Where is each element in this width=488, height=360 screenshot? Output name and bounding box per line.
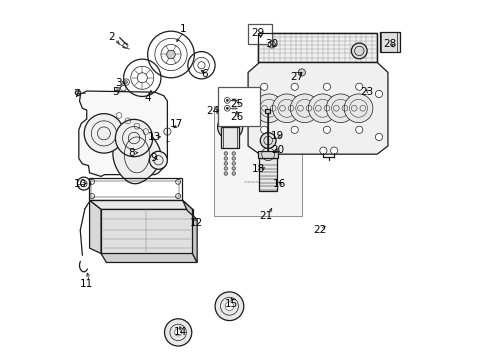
Text: 6: 6: [202, 69, 208, 79]
Text: 19: 19: [270, 131, 284, 141]
Text: 30: 30: [264, 40, 277, 49]
Bar: [91, 181, 179, 197]
Circle shape: [260, 133, 276, 148]
Circle shape: [149, 151, 167, 169]
Polygon shape: [101, 210, 192, 253]
Text: 29: 29: [251, 28, 264, 38]
Circle shape: [117, 87, 120, 90]
Text: 24: 24: [206, 106, 219, 116]
Circle shape: [375, 134, 382, 140]
Polygon shape: [247, 62, 387, 154]
Circle shape: [323, 83, 330, 90]
Text: 14: 14: [173, 327, 186, 337]
Bar: [258, 158, 277, 191]
Circle shape: [224, 152, 227, 155]
Circle shape: [224, 302, 233, 311]
Circle shape: [174, 329, 182, 336]
Circle shape: [355, 126, 362, 134]
Text: 10: 10: [74, 179, 87, 189]
Circle shape: [330, 147, 337, 154]
Circle shape: [260, 83, 267, 90]
Circle shape: [290, 83, 298, 90]
Text: 20: 20: [270, 145, 284, 155]
Bar: [217, 87, 260, 126]
Circle shape: [226, 99, 228, 102]
Circle shape: [217, 114, 242, 139]
Text: 9: 9: [150, 153, 157, 163]
Circle shape: [115, 120, 152, 157]
Text: 11: 11: [80, 279, 93, 289]
Circle shape: [224, 172, 227, 175]
Circle shape: [267, 41, 275, 48]
Text: 25: 25: [230, 99, 244, 109]
Bar: [258, 33, 376, 62]
Polygon shape: [79, 91, 167, 176]
Bar: [379, 32, 399, 51]
Circle shape: [164, 319, 191, 346]
Text: 18: 18: [252, 164, 265, 174]
Text: 17: 17: [169, 120, 183, 129]
Polygon shape: [89, 201, 192, 210]
Text: 13: 13: [147, 132, 161, 142]
Bar: [264, 109, 270, 113]
Circle shape: [308, 94, 336, 123]
Text: 3: 3: [115, 78, 122, 88]
Circle shape: [290, 94, 319, 123]
Text: 28: 28: [382, 40, 396, 49]
Circle shape: [224, 162, 227, 165]
Circle shape: [224, 157, 227, 160]
Circle shape: [344, 94, 372, 123]
Text: 1: 1: [180, 24, 186, 35]
Circle shape: [351, 43, 366, 59]
Text: 26: 26: [230, 112, 244, 122]
Bar: [258, 151, 278, 158]
Text: 27: 27: [289, 72, 303, 82]
Circle shape: [231, 172, 235, 175]
Text: 8: 8: [128, 148, 135, 158]
Circle shape: [231, 162, 235, 165]
Bar: [88, 178, 182, 200]
Polygon shape: [101, 253, 197, 262]
Circle shape: [272, 94, 301, 123]
Circle shape: [124, 81, 127, 84]
Circle shape: [231, 167, 235, 170]
Text: 12: 12: [189, 218, 203, 228]
Bar: [221, 127, 239, 148]
Circle shape: [325, 94, 354, 123]
Bar: [214, 107, 301, 216]
Circle shape: [323, 126, 330, 134]
Text: 16: 16: [272, 179, 285, 189]
Circle shape: [254, 94, 283, 123]
Circle shape: [375, 90, 382, 98]
Circle shape: [231, 152, 235, 155]
Circle shape: [226, 107, 228, 109]
Text: 15: 15: [224, 299, 237, 309]
Polygon shape: [89, 201, 101, 253]
Circle shape: [215, 292, 244, 320]
Text: 7: 7: [73, 89, 80, 99]
Circle shape: [224, 167, 227, 170]
Circle shape: [290, 126, 298, 134]
Circle shape: [298, 69, 305, 76]
Circle shape: [231, 157, 235, 160]
Text: 4: 4: [144, 93, 151, 103]
Polygon shape: [258, 33, 376, 62]
Circle shape: [84, 114, 123, 153]
Circle shape: [355, 83, 362, 90]
Circle shape: [319, 147, 326, 154]
Text: 23: 23: [359, 87, 372, 97]
Text: 2: 2: [108, 32, 115, 41]
Polygon shape: [183, 201, 197, 262]
Polygon shape: [113, 126, 161, 184]
Bar: [247, 24, 272, 44]
Circle shape: [260, 126, 267, 134]
Circle shape: [166, 50, 175, 59]
Text: 22: 22: [312, 225, 326, 235]
Text: 21: 21: [259, 211, 272, 221]
Text: 5: 5: [112, 87, 119, 97]
